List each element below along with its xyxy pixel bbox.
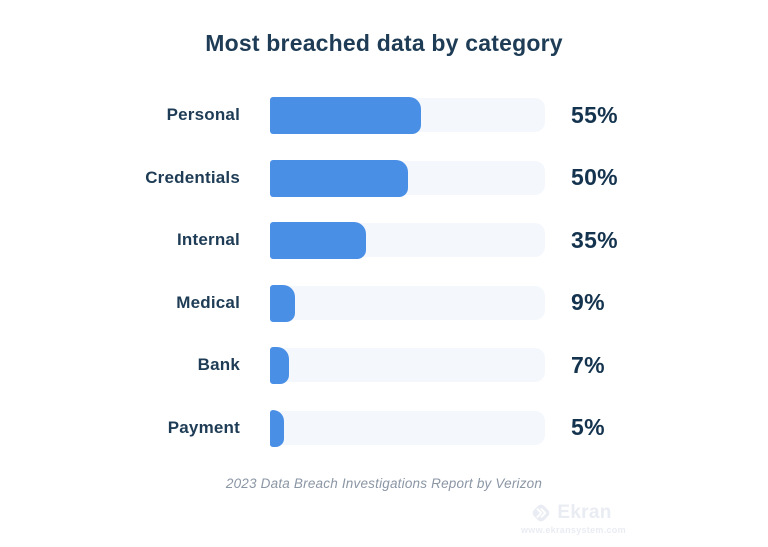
bar-row: Personal 55% [0,97,768,134]
bar-row: Payment 5% [0,409,768,447]
value-label: 5% [571,414,605,440]
ekran-logo: Ekran [521,502,621,524]
category-label: Payment [167,417,240,437]
ekran-watermark: Ekran www.ekransystem.com [521,502,626,535]
bar-row: Credentials 50% [0,159,768,197]
ekran-url-text: www.ekransystem.com [521,525,626,535]
bar-row: Medical 9% [0,284,768,322]
value-label: 55% [571,101,618,128]
value-label: 9% [571,289,605,315]
bar-row: Internal 35% [0,222,768,259]
ekran-logo-text: Ekran [557,502,612,523]
bar-fill [270,409,284,447]
value-label: 50% [571,164,618,190]
category-label: Bank [197,355,240,374]
value-label: 35% [571,226,618,253]
bar-fill [270,159,408,197]
bar-track [270,159,545,197]
category-label: Credentials [145,167,240,187]
bar-fill [270,97,422,134]
chart-title: Most breached data by category [205,30,563,56]
category-label: Personal [166,105,240,124]
bar-fill [270,284,295,322]
ekran-logo-icon [532,504,550,522]
bar-track [270,284,545,322]
bar-track [270,409,545,447]
bar-chart: Personal 55% Credentials 50% Internal 35% Medi… [0,97,768,447]
bar-fill [270,222,367,259]
bar-row: Bank 7% [0,347,768,384]
bar-fill [270,347,290,384]
bar-track [270,347,545,384]
source-note: 2023 Data Breach Investigations Report b… [225,476,543,491]
bar-track [270,222,545,259]
value-label: 7% [571,351,605,378]
category-label: Medical [176,292,240,312]
bar-track [270,97,545,134]
bar-rows: Personal 55% Credentials 50% Internal 35% Medi… [0,97,768,447]
category-label: Internal [176,230,240,249]
